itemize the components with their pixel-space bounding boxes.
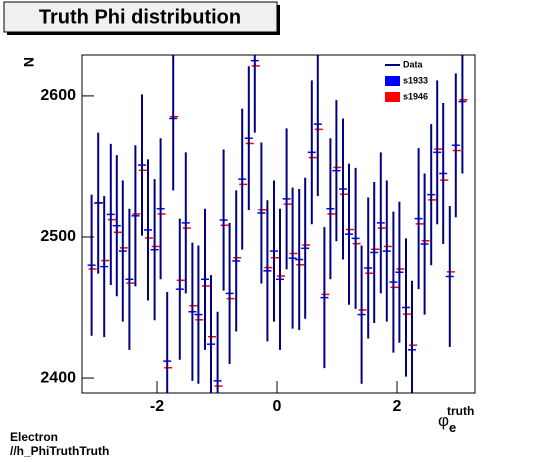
legend-label: Data (403, 59, 424, 69)
legend-label: s1946 (403, 91, 428, 101)
x-tick-label: 0 (273, 398, 282, 415)
chart-title: Truth Phi distribution (39, 6, 241, 28)
frame (81, 54, 476, 394)
x-label-base: φ (438, 411, 449, 430)
x-tick-label: 2 (393, 398, 402, 415)
y-tick-label: 2600 (40, 87, 76, 104)
note: //h_PhiTruthTruth (10, 444, 109, 458)
y-tick-label: 2400 (40, 369, 76, 386)
x-axis-label: φe (438, 411, 456, 435)
y-axis-label: N (21, 57, 37, 67)
x-label-sup: truth (447, 404, 474, 418)
x-tick-label: -2 (150, 398, 164, 415)
title-box (3, 1, 278, 33)
note: Electron (10, 430, 58, 444)
legend-label: s1933 (403, 75, 428, 85)
legend-swatch (385, 92, 400, 102)
plot-area (87, 55, 468, 393)
legend-swatch (385, 76, 400, 86)
x-label-sub: e (449, 420, 456, 435)
y-tick-label: 2500 (40, 228, 76, 245)
